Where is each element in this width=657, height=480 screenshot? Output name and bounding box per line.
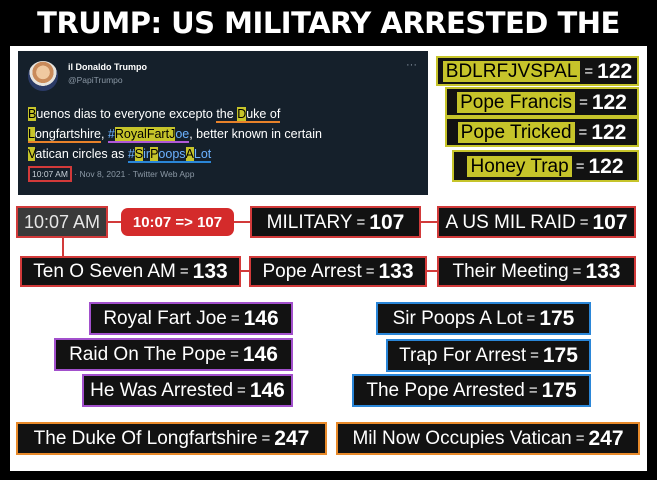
red-box: Pope Arrest = 133	[249, 256, 427, 287]
time-conversion-pill: 10:07 => 107	[121, 208, 234, 236]
purple-box: He Was Arrested = 146	[82, 374, 293, 407]
highlight-d: D	[237, 107, 247, 121]
gold-box: Pope Francis = 122	[445, 87, 639, 117]
blue-box: Sir Poops A Lot = 175	[376, 302, 591, 335]
tweet-meta: 10:07 AM · Nov 8, 2021 · Twitter Web App	[28, 166, 195, 182]
tweet-text: Buenos dias to everyone excepto the Duke…	[28, 104, 420, 164]
tweet-line-1: Buenos dias to everyone excepto the Duke…	[28, 107, 281, 123]
tweet-timestamp: 10:07 AM	[28, 166, 72, 182]
highlight-b: B	[28, 107, 37, 121]
tweet-handle: @PapiTrumpo	[68, 75, 123, 85]
orange-box: The Duke Of Longfartshire = 247	[16, 422, 327, 455]
blue-box: The Pope Arrested = 175	[352, 374, 591, 407]
gold-box: Honey Trap = 122	[452, 150, 639, 182]
red-box: A US MIL RAID = 107	[437, 206, 636, 238]
avatar	[28, 61, 58, 91]
sir-poops-a-lot-hashtag: #SirPoopsALot	[127, 147, 212, 163]
red-box: Ten O Seven AM = 133	[20, 256, 241, 287]
tweet-card: il Donaldo Trumpo @PapiTrumpo ··· Buenos…	[18, 51, 428, 195]
highlight-v: V	[28, 147, 36, 161]
gold-box: Pope Tricked = 122	[445, 117, 639, 147]
purple-box: Raid On The Pope = 146	[54, 338, 293, 371]
blue-box: Trap For Arrest = 175	[386, 339, 591, 372]
purple-box: Royal Fart Joe = 146	[89, 302, 293, 335]
tweet-display-name: il Donaldo Trumpo	[68, 62, 147, 72]
connector-line	[62, 236, 64, 258]
tweet-date-source: · Nov 8, 2021 · Twitter Web App	[71, 169, 195, 179]
highlight-l: L	[28, 127, 35, 141]
gold-box: BDLRFJVSPAL = 122	[436, 56, 639, 86]
more-icon: ···	[406, 59, 417, 71]
orange-box: Mil Now Occupies Vatican = 247	[336, 422, 640, 455]
red-box: MILITARY = 107	[250, 206, 421, 238]
royal-fart-joe-hashtag: #RoyalFartJoe	[107, 127, 190, 143]
underline-the: the	[216, 107, 234, 123]
tweet-line-3: Vatican circles as #SirPoopsALot	[28, 147, 212, 163]
tweet-line-2: Longfartshire, #RoyalFartJoe, better kno…	[28, 127, 322, 143]
red-box: Their Meeting = 133	[437, 256, 636, 287]
time-box: 10:07 AM	[16, 206, 108, 238]
